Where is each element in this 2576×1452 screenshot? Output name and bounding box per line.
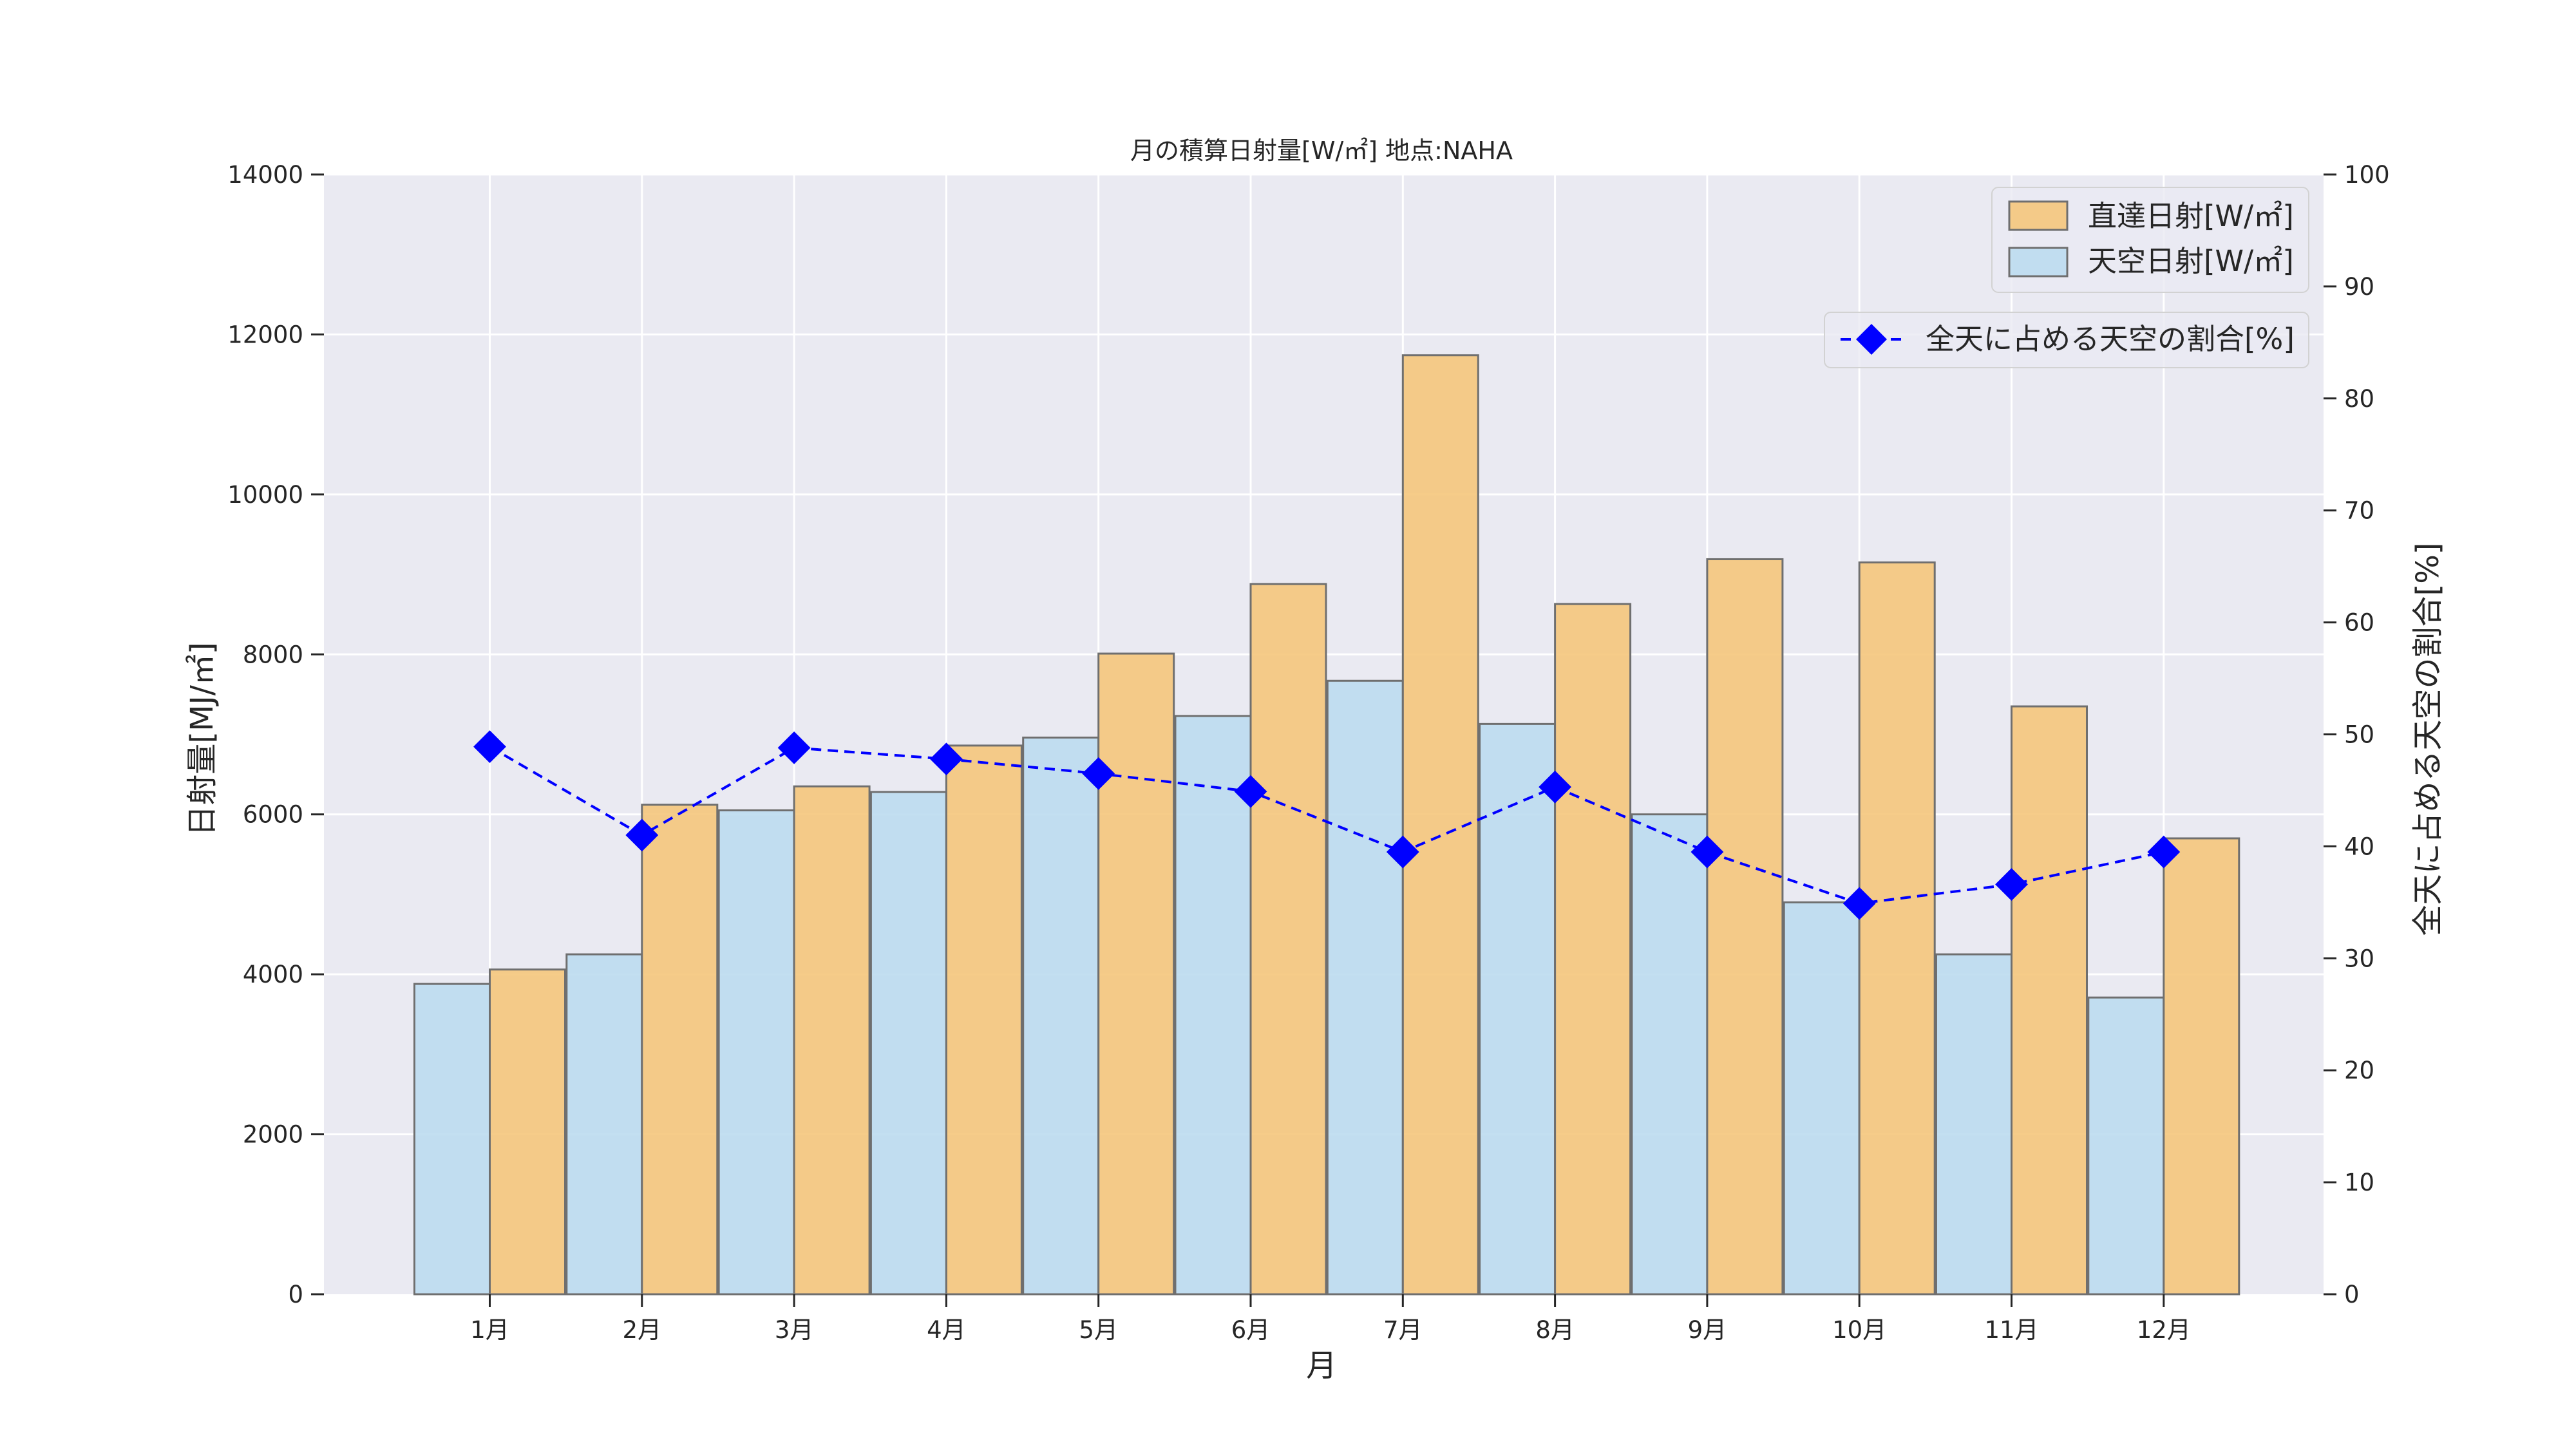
bar-diffuse [869, 791, 947, 1296]
y2-tick-label: 20 [2344, 1057, 2374, 1084]
bar-direct [2011, 705, 2088, 1296]
y2-tick-label: 100 [2344, 161, 2390, 189]
bar-diffuse [2087, 996, 2165, 1296]
ratio-marker [1842, 887, 1876, 920]
ratio-marker [1995, 868, 2028, 901]
y2-tick-label: 10 [2344, 1169, 2374, 1196]
ratio-marker [1386, 835, 1419, 869]
bar-diffuse [1631, 813, 1709, 1296]
x-tick-label: 10月 [1832, 1316, 1886, 1344]
x-tick-label: 2月 [623, 1316, 662, 1344]
y2-tick-label: 90 [2344, 273, 2374, 301]
y-tick-label: 10000 [227, 481, 303, 509]
ratio-marker [777, 731, 811, 764]
y-tick-label: 0 [288, 1281, 303, 1308]
bar-diffuse [1022, 736, 1100, 1296]
legend-line-label: 全天に占める天空の割合[%] [1926, 322, 2295, 356]
y-tick-label: 6000 [243, 801, 303, 829]
ratio-marker [1234, 775, 1267, 808]
legend-diffuse-label: 天空日射[W/㎡] [2088, 244, 2294, 278]
bar-diffuse [1479, 722, 1557, 1296]
bar-direct [945, 744, 1023, 1296]
y-tick-label: 4000 [243, 961, 303, 988]
ratio-marker [2147, 835, 2181, 869]
y2-tick-label: 0 [2344, 1281, 2360, 1308]
legend-direct-swatch [2008, 200, 2069, 231]
x-tick-label: 9月 [1688, 1316, 1727, 1344]
bar-direct [2163, 837, 2240, 1296]
x-tick-label: 5月 [1079, 1316, 1118, 1344]
ratio-marker [1082, 757, 1115, 790]
x-tick-label: 1月 [470, 1316, 509, 1344]
y2-tick-label: 70 [2344, 497, 2374, 525]
x-tick-label: 7月 [1383, 1316, 1423, 1344]
y-tick-label: 2000 [243, 1121, 303, 1149]
bar-direct [1249, 583, 1327, 1296]
x-tick-label: 8月 [1535, 1316, 1575, 1344]
x-tick-label: 4月 [927, 1316, 966, 1344]
bar-diffuse [565, 953, 643, 1296]
x-tick-label: 12月 [2137, 1316, 2191, 1344]
legend-diffuse-swatch [2008, 247, 2069, 278]
ratio-line [489, 745, 2164, 905]
y-tick-label: 12000 [227, 321, 303, 348]
bar-diffuse [1326, 679, 1404, 1296]
y-axis-title: 日射量[MJ/㎡] [184, 642, 220, 836]
y2-tick-label: 60 [2344, 609, 2374, 637]
y2-tick-label: 30 [2344, 945, 2374, 972]
ratio-marker [625, 818, 659, 852]
bar-diffuse [1783, 901, 1861, 1296]
y2-tick-label: 40 [2344, 833, 2374, 860]
bar-diffuse [1935, 953, 2012, 1296]
ratio-marker [473, 730, 506, 764]
y2-axis-title: 全天に占める天空の割合[%] [2410, 542, 2446, 936]
y2-tick-label: 80 [2344, 385, 2374, 413]
bar-direct [489, 968, 566, 1296]
bar-direct [641, 804, 719, 1296]
bar-direct [1554, 603, 1632, 1296]
legend-bars-box [1991, 187, 2309, 293]
bar-direct [1097, 652, 1175, 1296]
ratio-marker [929, 742, 963, 776]
y-tick-label: 8000 [243, 641, 303, 668]
legend-line-marker [1856, 324, 1887, 355]
bar-direct [1858, 561, 1936, 1296]
x-tick-label: 11月 [1984, 1316, 2038, 1344]
ratio-marker [1539, 770, 1572, 804]
chart-title: 月の積算日射量[W/㎡] 地点:NAHA [1130, 137, 1513, 165]
ratio-marker [1690, 835, 1724, 869]
bar-direct [793, 785, 871, 1296]
bar-direct [1706, 558, 1784, 1296]
x-tick-label: 3月 [775, 1316, 814, 1344]
x-axis-title: 月 [1306, 1348, 1337, 1384]
bar-diffuse [1174, 715, 1252, 1296]
bar-diffuse [413, 983, 491, 1296]
legend-line-box [1824, 312, 2309, 368]
legend-direct-label: 直達日射[W/㎡] [2088, 199, 2294, 233]
x-tick-label: 6月 [1231, 1316, 1271, 1344]
bar-diffuse [717, 809, 795, 1296]
y2-tick-label: 50 [2344, 721, 2374, 749]
y-tick-label: 14000 [227, 161, 303, 189]
